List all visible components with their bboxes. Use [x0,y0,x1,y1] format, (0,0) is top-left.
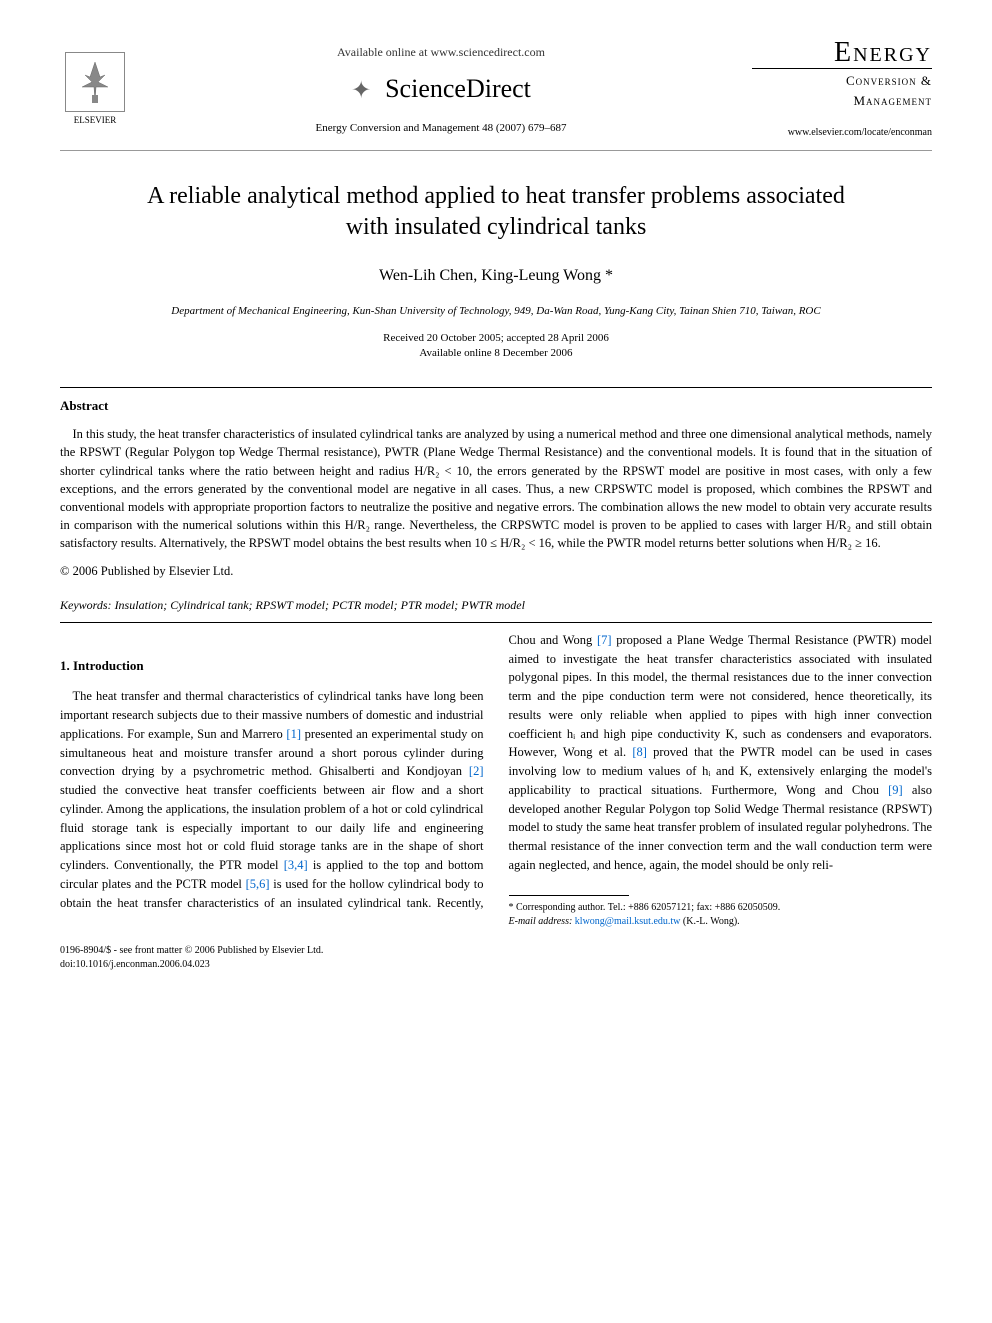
header-row: ELSEVIER Available online at www.science… [60,40,932,140]
sciencedirect-icon [351,75,379,103]
ref-link-56[interactable]: [5,6] [246,877,270,891]
introduction-heading: 1. Introduction [60,656,484,676]
abstract-text: In this study, the heat transfer charact… [60,425,932,552]
footer-line2: doi:10.1016/j.enconman.2006.04.023 [60,958,932,972]
ref-link-7[interactable]: [7] [597,633,612,647]
keywords: Keywords: Insulation; Cylindrical tank; … [60,596,932,614]
ref-link-8[interactable]: [8] [632,745,647,759]
elsevier-logo: ELSEVIER [60,52,130,128]
abstract-heading: Abstract [60,396,932,416]
journal-name-line2: Conversion & [846,73,932,88]
ref-link-34[interactable]: [3,4] [284,858,308,872]
article-dates: Received 20 October 2005; accepted 28 Ap… [60,331,932,362]
introduction-paragraph: The heat transfer and thermal characteri… [60,631,932,929]
email-suffix: (K.-L. Wong). [680,916,739,927]
footnote-separator [509,895,629,896]
corresponding-author: * Corresponding author. Tel.: +886 62057… [509,901,933,915]
center-header: Available online at www.sciencedirect.co… [130,43,752,137]
article-title: A reliable analytical method applied to … [140,181,852,243]
keywords-label: Keywords: [60,598,112,612]
journal-reference: Energy Conversion and Management 48 (200… [130,120,752,137]
available-date: Available online 8 December 2006 [60,346,932,361]
sciencedirect-text: ScienceDirect [385,69,531,108]
email-link[interactable]: klwong@mail.ksut.edu.tw [575,916,681,927]
ref-link-9[interactable]: [9] [888,783,903,797]
received-date: Received 20 October 2005; accepted 28 Ap… [60,331,932,346]
abstract-copyright: © 2006 Published by Elsevier Ltd. [60,562,932,581]
ref-link-2[interactable]: [2] [469,764,484,778]
intro-text-7: proposed a Plane Wedge Thermal Resistanc… [509,633,933,760]
ref-link-1[interactable]: [1] [286,727,301,741]
journal-name-energy: Energy [752,40,932,65]
footer-line1: 0196-8904/$ - see front matter © 2006 Pu… [60,944,932,958]
header-divider [60,150,932,151]
affiliation: Department of Mechanical Engineering, Ku… [60,303,932,320]
body-columns: 1. Introduction The heat transfer and th… [60,631,932,929]
keywords-text: Insulation; Cylindrical tank; RPSWT mode… [112,598,525,612]
available-online-text: Available online at www.sciencedirect.co… [130,43,752,61]
authors: Wen-Lih Chen, King-Leung Wong * [60,264,932,288]
journal-name-cm: Conversion & Management [752,68,932,110]
footer-info: 0196-8904/$ - see front matter © 2006 Pu… [60,944,932,972]
abstract-top-divider [60,387,932,388]
footnote-block: * Corresponding author. Tel.: +886 62057… [509,901,933,929]
elsevier-tree-icon [65,52,125,112]
intro-text-5: is used for [270,877,331,891]
email-line: E-mail address: klwong@mail.ksut.edu.tw … [509,915,933,929]
journal-logo: Energy Conversion & Management www.elsev… [752,40,932,140]
sciencedirect-logo: ScienceDirect [130,69,752,108]
keywords-divider [60,622,932,623]
journal-name-line3: Management [853,93,932,108]
elsevier-label: ELSEVIER [60,114,130,128]
email-label: E-mail address: [509,916,573,927]
journal-website: www.elsevier.com/locate/enconman [752,125,932,140]
